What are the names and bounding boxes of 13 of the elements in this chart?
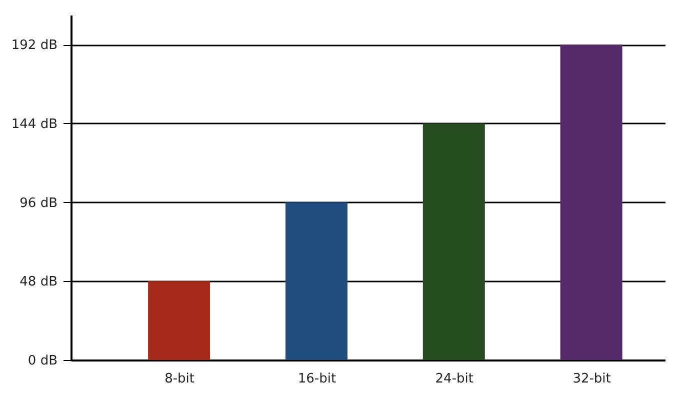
x-tick-label: 24-bit [435, 372, 474, 386]
y-tick-label: 48 dB [20, 274, 58, 290]
y-tick-label: 0 dB [28, 354, 58, 368]
bar [560, 44, 622, 360]
y-tick-label: 96 dB [20, 196, 58, 211]
y-tick-label: 192 dB [11, 38, 58, 54]
y-tick-label: 144 dB [11, 116, 58, 132]
bar [148, 281, 210, 360]
x-tick-label: 8-bit [164, 372, 195, 386]
bar [285, 202, 348, 360]
bar [422, 123, 485, 360]
x-tick-label: 16-bit [298, 372, 336, 386]
x-tick-label: 32-bit [572, 372, 611, 386]
